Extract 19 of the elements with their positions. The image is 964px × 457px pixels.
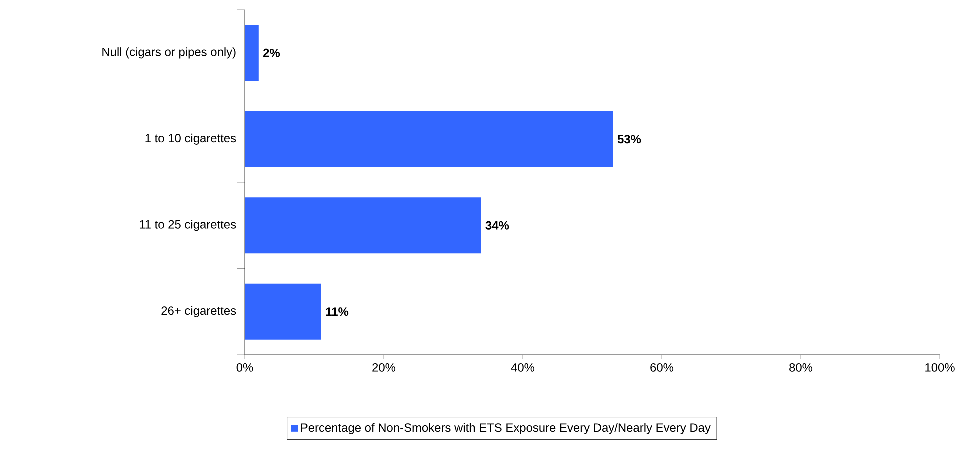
bar bbox=[245, 25, 259, 82]
data-label: 11% bbox=[326, 308, 349, 316]
data-label: 2% bbox=[264, 48, 280, 58]
x-tick-label: 60% bbox=[650, 363, 674, 372]
y-tick-label: 1 to 10 cigarettes bbox=[146, 134, 236, 145]
x-tick-label: 20% bbox=[372, 363, 396, 372]
x-tick-label: 80% bbox=[790, 363, 813, 372]
y-tick-label: 26+ cigarettes bbox=[162, 306, 236, 318]
legend-label: Percentage of Non-Smokers with ETS Exposure Every Day/Nearly Every Day bbox=[301, 423, 711, 434]
bar bbox=[245, 198, 482, 254]
data-label: 53% bbox=[618, 135, 642, 144]
data-label: 34% bbox=[486, 221, 510, 230]
y-tick-label: Null (cigars or pipes only) bbox=[102, 48, 236, 59]
bar bbox=[245, 284, 322, 340]
bar bbox=[245, 111, 614, 168]
x-tick-label: 40% bbox=[511, 363, 535, 372]
x-tick-label: 100% bbox=[926, 363, 955, 372]
y-tick-label: 11 to 25 cigarettes bbox=[140, 220, 236, 232]
x-tick-label: 0% bbox=[236, 363, 254, 372]
